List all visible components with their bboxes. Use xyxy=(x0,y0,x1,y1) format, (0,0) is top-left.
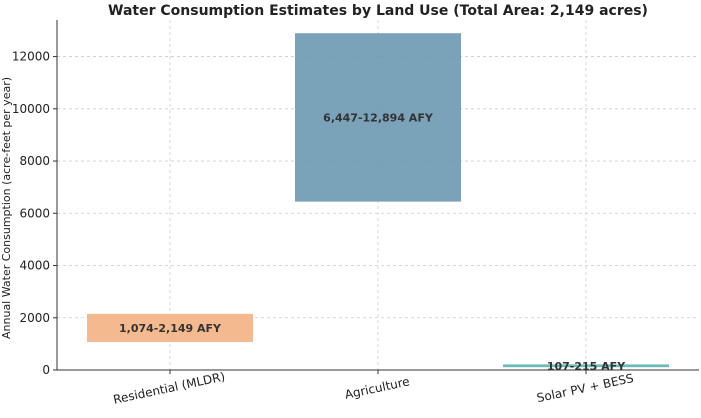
y-tick-label: 4000 xyxy=(19,259,50,273)
y-tick-label: 12000 xyxy=(12,50,50,64)
x-tick-label: Agriculture xyxy=(343,374,410,401)
bar-data-label: 107-215 AFY xyxy=(547,360,626,373)
bar-data-label: 6,447-12,894 AFY xyxy=(323,111,434,124)
bar-layer xyxy=(87,33,669,368)
range-bar xyxy=(87,313,253,342)
range-bar xyxy=(503,364,669,368)
y-tick-label: 0 xyxy=(42,363,50,377)
y-tick-label: 6000 xyxy=(19,206,50,220)
y-tick-label: 2000 xyxy=(19,311,50,325)
bar-data-label: 1,074-2,149 AFY xyxy=(119,322,222,335)
x-tick-label: Residential (MLDR) xyxy=(112,369,226,406)
y-tick-label: 8000 xyxy=(19,154,50,168)
label-layer: 1,074-2,149 AFY 6,447-12,894 AFY 107-215 A… xyxy=(119,111,626,372)
y-tick-label: 10000 xyxy=(12,102,50,116)
x-tick-label: Solar PV + BESS xyxy=(536,371,635,405)
y-axis-label: Annual Water Consumption (acre-feet per … xyxy=(0,77,13,339)
chart-title: Water Consumption Estimates by Land Use … xyxy=(108,3,648,19)
range-bar xyxy=(295,33,461,202)
